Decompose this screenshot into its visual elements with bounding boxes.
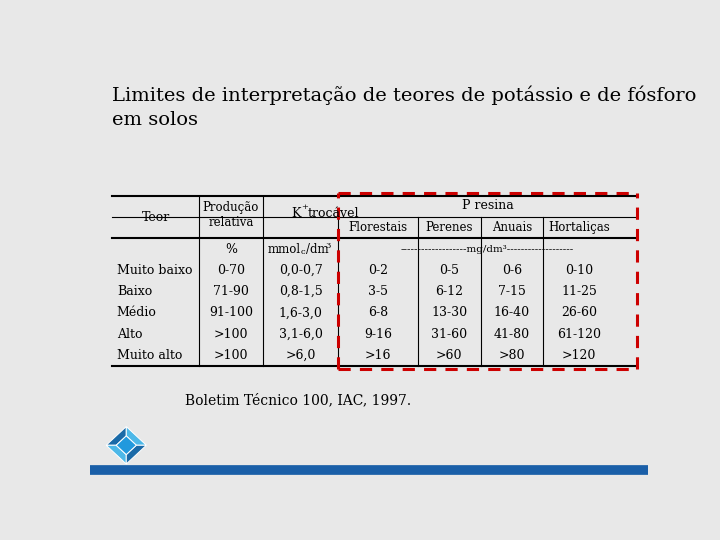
Text: Teor: Teor xyxy=(141,211,170,224)
Text: 26-60: 26-60 xyxy=(561,307,597,320)
Text: >100: >100 xyxy=(214,349,248,362)
Text: Boletim Técnico 100, IAC, 1997.: Boletim Técnico 100, IAC, 1997. xyxy=(185,393,411,407)
Text: Muito alto: Muito alto xyxy=(117,349,182,362)
Text: 0-10: 0-10 xyxy=(565,264,593,277)
Text: Perenes: Perenes xyxy=(426,221,473,234)
Polygon shape xyxy=(106,427,126,446)
Text: 6-8: 6-8 xyxy=(368,307,388,320)
Text: 0-6: 0-6 xyxy=(502,264,522,277)
Text: K: K xyxy=(291,207,301,220)
Text: /dm: /dm xyxy=(306,242,329,255)
Text: 0,0-0,7: 0,0-0,7 xyxy=(279,264,323,277)
Text: >16: >16 xyxy=(365,349,391,362)
Text: Hortaliças: Hortaliças xyxy=(548,221,610,234)
Text: Baixo: Baixo xyxy=(117,285,152,298)
Text: Alto: Alto xyxy=(117,328,143,341)
Text: 31-60: 31-60 xyxy=(431,328,467,341)
Text: 16-40: 16-40 xyxy=(494,307,530,320)
Text: 71-90: 71-90 xyxy=(213,285,249,298)
Text: %: % xyxy=(225,242,237,255)
Text: mmol: mmol xyxy=(268,242,301,255)
Text: 0-2: 0-2 xyxy=(368,264,388,277)
Text: >6,0: >6,0 xyxy=(285,349,316,362)
Text: Muito baixo: Muito baixo xyxy=(117,264,192,277)
Text: Limites de interpretação de teores de potássio e de fósforo
em solos: Limites de interpretação de teores de po… xyxy=(112,85,697,129)
Text: Produção
relativa: Produção relativa xyxy=(203,201,259,229)
Polygon shape xyxy=(126,446,146,464)
Text: Florestais: Florestais xyxy=(348,221,408,234)
Text: +: + xyxy=(301,203,308,211)
Text: 91-100: 91-100 xyxy=(209,307,253,320)
Text: 9-16: 9-16 xyxy=(364,328,392,341)
Text: 3-5: 3-5 xyxy=(368,285,388,298)
Polygon shape xyxy=(116,436,136,455)
Text: >60: >60 xyxy=(436,349,462,362)
Text: 13-30: 13-30 xyxy=(431,307,467,320)
Text: 0,8-1,5: 0,8-1,5 xyxy=(279,285,323,298)
Text: 3,1-6,0: 3,1-6,0 xyxy=(279,328,323,341)
Text: Médio: Médio xyxy=(117,307,157,320)
Text: >100: >100 xyxy=(214,328,248,341)
Polygon shape xyxy=(106,446,126,464)
Text: -------------------mg/dm³-------------------: -------------------mg/dm³---------------… xyxy=(401,245,575,254)
Text: 11-25: 11-25 xyxy=(561,285,597,298)
Text: 7-15: 7-15 xyxy=(498,285,526,298)
Text: 41-80: 41-80 xyxy=(494,328,530,341)
Text: >120: >120 xyxy=(562,349,596,362)
Text: 0-5: 0-5 xyxy=(439,264,459,277)
Polygon shape xyxy=(126,427,146,446)
Text: P resina: P resina xyxy=(462,199,513,212)
Text: 6-12: 6-12 xyxy=(435,285,463,298)
Text: trocável: trocável xyxy=(307,207,359,220)
Text: c: c xyxy=(301,248,305,256)
Text: Anuais: Anuais xyxy=(492,221,532,234)
Text: 1,6-3,0: 1,6-3,0 xyxy=(279,307,323,320)
Text: 61-120: 61-120 xyxy=(557,328,601,341)
Text: 3: 3 xyxy=(325,242,330,249)
Text: >80: >80 xyxy=(499,349,525,362)
Text: 0-70: 0-70 xyxy=(217,264,245,277)
